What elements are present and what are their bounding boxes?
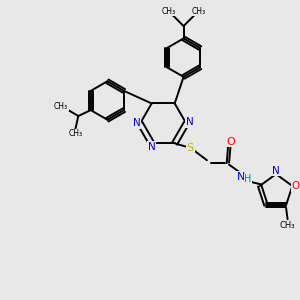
Text: N: N (186, 117, 194, 127)
Text: CH₃: CH₃ (191, 7, 206, 16)
Text: N: N (148, 142, 155, 152)
Text: H: H (244, 174, 252, 184)
Text: CH₃: CH₃ (280, 221, 295, 230)
Text: S: S (187, 143, 194, 153)
Text: CH₃: CH₃ (68, 129, 83, 138)
Text: N: N (237, 172, 245, 182)
Text: N: N (272, 166, 280, 176)
Text: O: O (292, 181, 300, 191)
Text: CH₃: CH₃ (54, 102, 68, 111)
Text: O: O (226, 136, 235, 147)
Text: CH₃: CH₃ (162, 7, 176, 16)
Text: N: N (133, 118, 140, 128)
